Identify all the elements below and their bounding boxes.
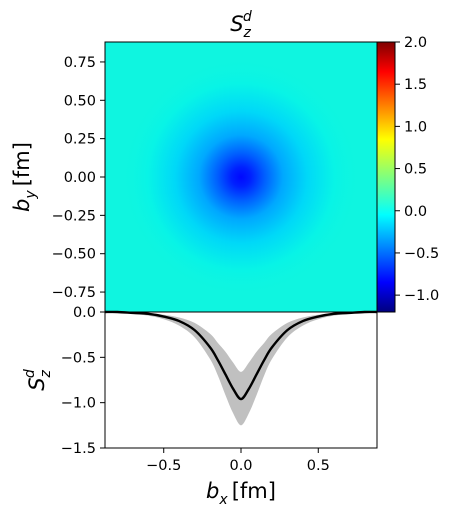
line-y-ticks: 0.0 −0.5 −1.0 −1.5 [61, 305, 105, 457]
heatmap-y-tick-label: 0.50 [64, 93, 96, 109]
uncertainty-band [105, 311, 377, 426]
colorbar-tick-label: 1.0 [404, 119, 427, 135]
colorbar-tick-label: 0.5 [404, 162, 427, 178]
line-panel: 0.0 −0.5 −1.0 −1.5 −0.5 0.0 0.5 [61, 305, 378, 474]
heatmap-density-spot [121, 57, 361, 297]
heatmap-y-tick-label: 0.75 [64, 55, 96, 71]
heatmap-y-tick-label: 0.25 [64, 132, 96, 148]
colorbar-frame [376, 41, 396, 313]
colorbar-gradient [377, 42, 395, 312]
colorbar-tick-label: −0.5 [404, 246, 439, 262]
line-x-tick-label: 0.0 [229, 458, 252, 474]
colorbar: 2.0 1.5 1.0 0.5 0.0 −0.5 −1.0 [376, 35, 439, 313]
heatmap-y-ticks: 0.75 0.50 0.25 0.00 −0.25 −0.50 −0.75 [52, 55, 105, 301]
line-y-tick-label: −0.5 [61, 350, 96, 366]
colorbar-tick-label: −1.0 [404, 288, 439, 304]
line-y-tick-label: −1.5 [61, 441, 96, 457]
heatmap-y-label: by[fm] [10, 142, 39, 212]
line-x-label: bx [fm] [206, 479, 276, 508]
heatmap-y-tick-label: −0.25 [52, 208, 96, 224]
heatmap-title: Szd [230, 9, 252, 41]
line-x-tick-label: −0.5 [146, 458, 181, 474]
line-x-tick-label: 0.5 [307, 458, 330, 474]
line-y-tick-label: 0.0 [73, 305, 96, 321]
line-y-label: Szd [22, 369, 54, 391]
colorbar-tick-label: 0.0 [404, 204, 427, 220]
heatmap-y-tick-label: −0.75 [52, 285, 96, 301]
colorbar-ticks: 2.0 1.5 1.0 0.5 0.0 −0.5 −1.0 [395, 35, 439, 304]
heatmap-y-tick-label: 0.00 [64, 170, 96, 186]
heatmap-y-tick-label: −0.50 [52, 247, 96, 263]
colorbar-tick-label: 2.0 [404, 35, 427, 51]
colorbar-tick-label: 1.5 [404, 77, 427, 93]
line-y-tick-label: −1.0 [61, 396, 96, 412]
line-x-ticks: −0.5 0.0 0.5 [146, 448, 330, 474]
central-curve [104, 310, 378, 401]
heatmap-panel: 0.75 0.50 0.25 0.00 −0.25 −0.50 −0.75 [52, 41, 378, 313]
